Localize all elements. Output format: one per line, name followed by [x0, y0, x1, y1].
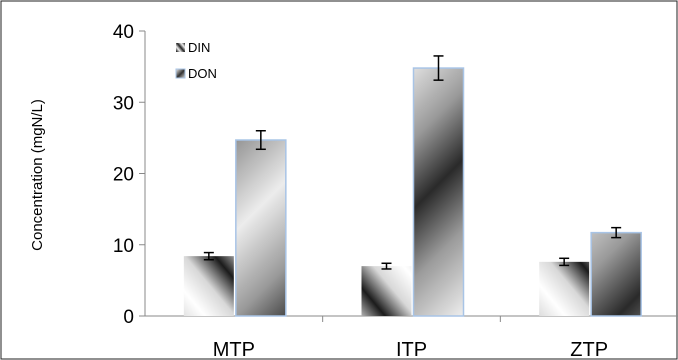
y-tick-label: 0	[123, 307, 134, 328]
legend-label-din: DIN	[188, 40, 210, 55]
bar-don	[412, 67, 465, 317]
y-tick-label: 20	[113, 165, 134, 186]
legend: DIN DON	[175, 40, 217, 81]
bar-don	[590, 231, 642, 317]
legend-label-don: DON	[188, 66, 217, 81]
y-axis-label: Concentration (mgN/L)	[29, 99, 46, 251]
category-label: MTP	[213, 339, 255, 360]
error-bar	[381, 262, 392, 270]
y-tick-labels: 0 10 20 30 40	[113, 22, 134, 328]
bar-din	[361, 266, 412, 316]
category-label: ITP	[396, 339, 427, 360]
bars	[183, 67, 642, 317]
legend-swatch-din	[176, 43, 185, 52]
legend-swatch-don	[175, 68, 186, 79]
category-labels: MTP ITP ZTP	[213, 339, 608, 360]
bar-din	[183, 256, 234, 316]
y-tick-label: 30	[113, 93, 134, 114]
error-bar	[559, 257, 570, 267]
category-label: ZTP	[570, 339, 608, 360]
error-bar	[611, 226, 622, 239]
error-bar	[255, 130, 266, 151]
bar-din	[539, 261, 590, 316]
error-bars	[203, 55, 622, 270]
y-tick-label: 10	[113, 236, 134, 257]
error-bar	[203, 251, 214, 261]
bar-don	[235, 139, 287, 317]
y-tick-label: 40	[113, 22, 134, 43]
error-bar	[433, 55, 444, 81]
